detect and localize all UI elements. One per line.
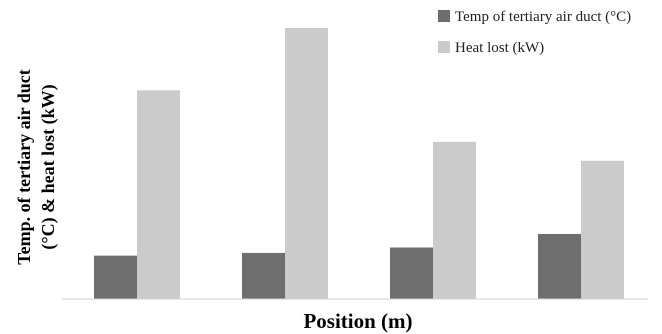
x-axis-title: Position (m) bbox=[303, 309, 412, 333]
temp-bar-1 bbox=[94, 255, 137, 299]
legend-label-temp: Temp of tertiary air duct (°C) bbox=[455, 9, 631, 25]
bars-group bbox=[94, 28, 624, 299]
temp-bar-3 bbox=[390, 247, 433, 299]
temp-bar-2 bbox=[242, 252, 285, 299]
heat-lost-bar-2 bbox=[285, 28, 328, 299]
legend-swatch-heat-lost bbox=[438, 41, 450, 53]
legend-label-heat-lost: Heat lost (kW) bbox=[455, 40, 544, 56]
legend-swatch-temp bbox=[438, 10, 450, 22]
heat-lost-bar-4 bbox=[581, 160, 624, 299]
temp-bar-4 bbox=[538, 233, 581, 299]
legend: Temp of tertiary air duct (°C) Heat lost… bbox=[438, 9, 631, 56]
y-axis-title-line-2: (°C) & heat lost (kW) bbox=[38, 84, 59, 249]
heat-lost-bar-3 bbox=[433, 141, 476, 299]
heat-lost-bar-1 bbox=[137, 90, 180, 299]
y-axis-title-line-1: Temp. of tertiary air duct bbox=[14, 69, 34, 264]
